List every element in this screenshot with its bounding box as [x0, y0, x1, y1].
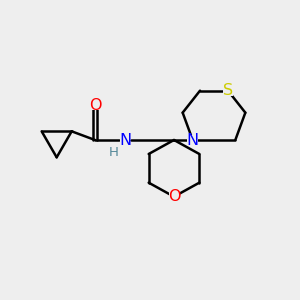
Text: N: N: [119, 133, 131, 148]
Bar: [169, 191, 179, 202]
Text: H: H: [109, 146, 119, 159]
Text: N: N: [187, 133, 199, 148]
Text: S: S: [223, 83, 233, 98]
Bar: [90, 100, 100, 110]
Bar: [120, 135, 130, 145]
Text: O: O: [168, 189, 180, 204]
Bar: [110, 149, 118, 156]
Bar: [187, 135, 198, 145]
Bar: [223, 85, 233, 96]
Text: O: O: [89, 98, 101, 112]
